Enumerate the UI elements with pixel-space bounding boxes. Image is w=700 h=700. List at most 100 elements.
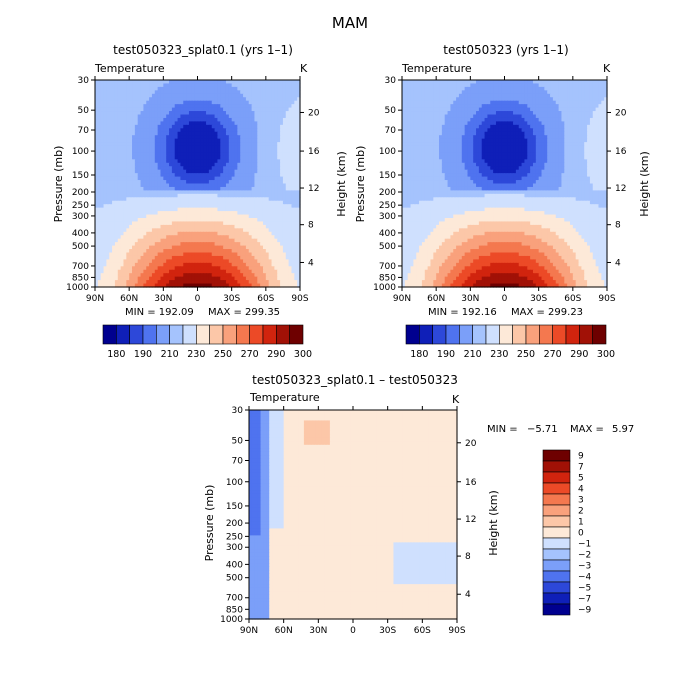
field-cell [169, 80, 173, 85]
field-cell [243, 252, 247, 257]
field-cell [163, 252, 167, 257]
field-cell [194, 283, 199, 288]
field-cell [225, 142, 230, 147]
field-cell [240, 245, 244, 250]
field-cell [240, 111, 244, 116]
field-cell [194, 245, 199, 250]
field-cell [260, 283, 264, 288]
field-cell [114, 169, 119, 174]
field-cell [103, 117, 107, 122]
field-cell [277, 252, 281, 257]
field-cell [254, 138, 258, 143]
field-cell [129, 169, 133, 174]
field-cell [109, 128, 113, 133]
field-cell [126, 273, 130, 278]
field-cell [228, 166, 233, 171]
field-cell [203, 162, 207, 167]
field-cell [450, 97, 454, 102]
field-cell [191, 238, 196, 243]
field-cell [151, 111, 156, 116]
field-cell [225, 224, 230, 229]
field-cell [592, 97, 597, 102]
field-cell [120, 180, 125, 185]
field-cell [228, 218, 233, 223]
field-cell [254, 266, 258, 271]
field-cell [280, 145, 284, 150]
field-cell [160, 190, 164, 195]
field-cell [223, 245, 227, 250]
field-cell [458, 80, 463, 85]
field-cell [280, 97, 284, 102]
field-cell [237, 269, 241, 274]
field-cell [478, 83, 483, 88]
field-cell [134, 218, 139, 223]
field-cell [188, 186, 193, 191]
field-cell [146, 207, 150, 212]
field-cell [208, 197, 213, 202]
field-cell [282, 231, 287, 236]
field-cell [188, 169, 193, 174]
field-cell [260, 138, 264, 143]
field-cell [589, 83, 594, 88]
field-cell [132, 249, 136, 254]
field-cell [234, 249, 238, 254]
field-cell [282, 255, 287, 260]
field-cell [177, 180, 182, 185]
field-cell [171, 259, 176, 264]
field-cell [166, 211, 170, 216]
field-cell [134, 180, 139, 185]
field-cell [194, 214, 199, 219]
field-cell [109, 83, 113, 88]
field-cell [183, 283, 187, 288]
field-cell [163, 207, 167, 212]
field-cell [282, 224, 287, 229]
field-cell [154, 142, 159, 147]
field-cell [476, 80, 480, 85]
field-cell [297, 259, 301, 264]
field-cell [407, 107, 412, 112]
field-cell [515, 86, 520, 91]
field-cell [97, 249, 102, 254]
field-cell [160, 166, 164, 171]
field-cell [154, 149, 159, 154]
field-cell [132, 245, 136, 250]
field-cell [112, 224, 116, 229]
field-cell [169, 131, 173, 136]
field-cell [200, 83, 204, 88]
field-cell [297, 193, 301, 198]
field-cell [214, 204, 219, 209]
field-cell [137, 86, 142, 91]
field-cell [220, 183, 224, 188]
field-cell [544, 93, 548, 98]
field-cell [166, 183, 170, 188]
field-cell [277, 142, 281, 147]
field-cell [248, 276, 253, 281]
field-cell [191, 214, 196, 219]
field-cell [271, 93, 275, 98]
field-cell [214, 186, 219, 191]
field-cell [277, 159, 281, 164]
field-cell [140, 83, 145, 88]
field-cell [103, 149, 107, 154]
field-cell [416, 90, 420, 95]
field-cell [280, 86, 284, 91]
y-tick-label: 200 [72, 188, 89, 198]
field-cell [200, 276, 204, 281]
field-cell [183, 259, 187, 264]
field-cell [228, 266, 233, 271]
field-cell [550, 80, 554, 85]
field-cell [97, 107, 102, 112]
field-cell [97, 238, 102, 243]
field-cell [191, 269, 196, 274]
field-cell [137, 276, 142, 281]
field-cell [214, 128, 219, 133]
field-cell [234, 111, 238, 116]
field-cell [123, 238, 127, 243]
field-cell [95, 93, 99, 98]
field-cell [134, 273, 139, 278]
field-cell [186, 169, 190, 174]
field-cell [151, 273, 156, 278]
field-cell [228, 276, 233, 281]
field-cell [220, 166, 224, 171]
field-cell [461, 86, 466, 91]
